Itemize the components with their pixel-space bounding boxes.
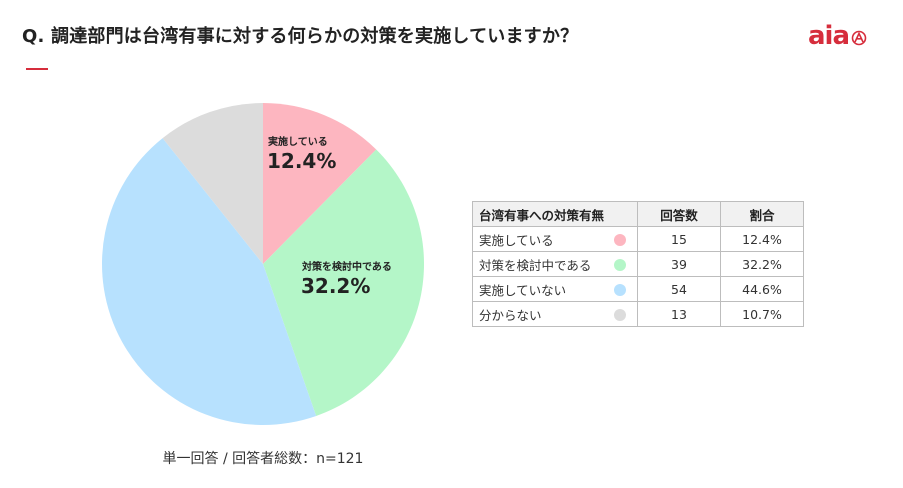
row-label: 実施していない [472,276,603,302]
row-label: 実施している [472,226,603,252]
row-ratio: 32.2% [720,251,804,277]
row-label: 対策を検討中である [472,251,603,277]
pie-slice [263,103,377,264]
slice-percent-label: 12.4% [267,149,336,173]
header-count: 回答数 [637,201,721,227]
legend-dot [614,259,626,271]
row-ratio: 12.4% [720,226,804,252]
slice-percent-label: 32.2% [301,274,370,298]
table-row: 実施していない 54 44.6% [472,276,804,302]
question-title: Q. 調達部門は台湾有事に対する何らかの対策を実施していますか？ [22,26,579,47]
summary-table: 台湾有事への対策有無 回答数 割合 実施している 15 12.4% 対策を検討中… [472,201,804,327]
table-row: 対策を検討中である 39 32.2% [472,251,804,277]
row-count: 15 [637,226,721,252]
pie-slice [101,138,317,426]
row-ratio: 10.7% [720,301,804,327]
brand-logo: aia [808,21,882,52]
accent-divider [26,68,48,70]
pie-slice [263,149,424,416]
table-row: 実施している 15 12.4% [472,226,804,252]
slice-label: 対策を検討中である [301,260,392,273]
row-label: 分からない [472,301,603,327]
header-ratio: 割合 [720,201,804,227]
header-label: 台湾有事への対策有無 [472,201,638,227]
logo-text: aia [808,21,850,51]
pie-slice [162,103,263,264]
legend-dot [614,309,626,321]
slice-label: 実施している [268,135,328,148]
logo-mark-icon [851,30,867,46]
row-count: 39 [637,251,721,277]
row-ratio: 44.6% [720,276,804,302]
legend-dot [614,234,626,246]
table-row: 分からない 13 10.7% [472,301,804,327]
sample-size-note: 単一回答 / 回答者総数：n=121 [162,451,364,467]
legend-dot [614,284,626,296]
row-count: 54 [637,276,721,302]
table-header-row: 台湾有事への対策有無 回答数 割合 [472,201,804,227]
row-count: 13 [637,301,721,327]
